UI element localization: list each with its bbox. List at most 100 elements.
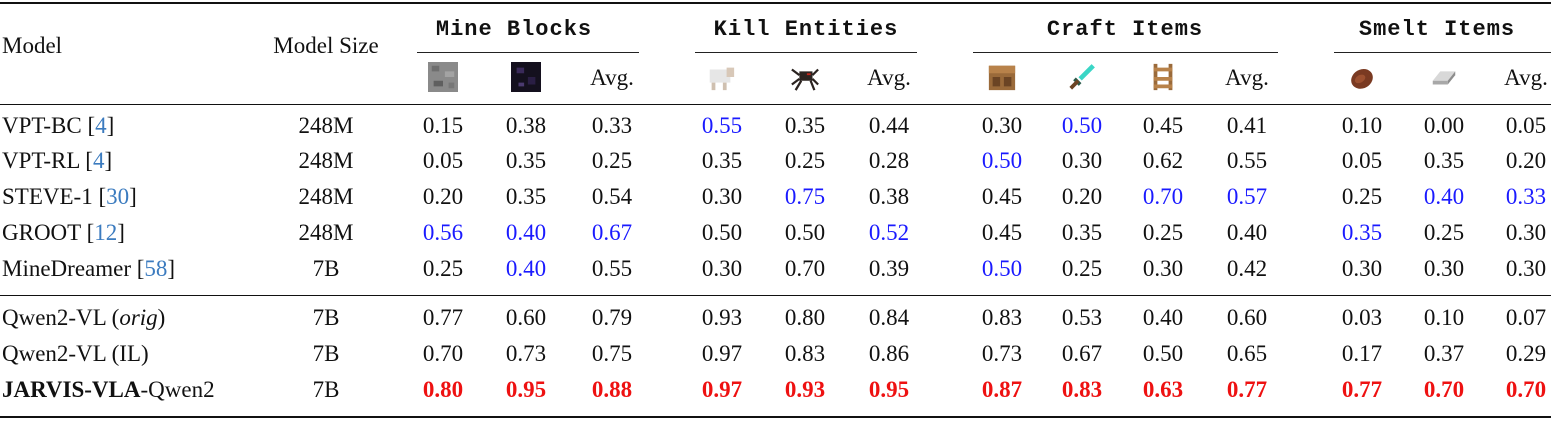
- score-cell: 0.62: [1142, 148, 1184, 173]
- score-cell: 0.50: [1142, 341, 1184, 366]
- citation-link[interactable]: 4: [95, 113, 107, 138]
- score-cell: 0.30: [1505, 256, 1547, 281]
- score-cell: 0.70: [1505, 377, 1547, 402]
- score-cell: 0.83: [784, 341, 826, 366]
- citation-link[interactable]: 30: [106, 184, 130, 209]
- score-cell: 0.07: [1505, 305, 1547, 330]
- model-size: 248M: [298, 220, 354, 245]
- score-cell: 0.60: [505, 305, 547, 330]
- score-cell: 0.35: [1061, 220, 1103, 245]
- score-cell: 0.35: [784, 113, 826, 138]
- score-cell: 0.56: [422, 220, 464, 245]
- score-cell: 0.35: [505, 148, 547, 173]
- citation-link[interactable]: 4: [92, 148, 105, 173]
- stone-block-icon: [428, 62, 458, 92]
- model-name: VPT-RL [4]: [2, 147, 112, 175]
- score-cell: 0.95: [505, 377, 547, 402]
- score-cell: 0.25: [1341, 184, 1383, 209]
- score-cell: 0.50: [1061, 113, 1103, 138]
- score-cell: 0.97: [701, 377, 743, 402]
- model-name-text: -Qwen2: [140, 377, 215, 402]
- score-cell: 0.25: [784, 148, 826, 173]
- score-cell: 0.30: [1061, 148, 1103, 173]
- model-name: GROOT [12]: [2, 219, 125, 247]
- model-name-text: Qwen2-VL (IL): [2, 341, 149, 366]
- group-rule-smelt: [1334, 52, 1551, 53]
- score-cell: 0.50: [981, 148, 1023, 173]
- score-cell: 0.30: [701, 256, 743, 281]
- score-cell: 0.52: [868, 220, 910, 245]
- score-cell: 0.70: [1423, 377, 1465, 402]
- avg-header-mine: Avg.: [590, 65, 634, 90]
- model-name: VPT-BC [4]: [2, 112, 114, 140]
- score-cell: 0.84: [868, 305, 910, 330]
- group-mine-blocks: Mine Blocks: [435, 17, 593, 42]
- score-cell: 0.40: [1142, 305, 1184, 330]
- group-rule-mine: [417, 52, 639, 53]
- model-size: 7B: [312, 341, 340, 366]
- score-cell: 0.25: [1142, 220, 1184, 245]
- score-cell: 0.15: [422, 113, 464, 138]
- model-name: Qwen2-VL (orig): [2, 304, 165, 332]
- model-size: 248M: [298, 113, 354, 138]
- diamond-sword-icon: [1069, 64, 1095, 90]
- citation-bracket: ]: [167, 256, 176, 281]
- score-cell: 0.40: [505, 220, 547, 245]
- citation-bracket: [: [136, 256, 145, 281]
- group-kill-entities: Kill Entities: [713, 17, 899, 42]
- score-cell: 0.75: [591, 341, 633, 366]
- score-cell: 0.25: [1061, 256, 1103, 281]
- model-name-tail: ): [157, 305, 166, 330]
- avg-header-kill: Avg.: [867, 65, 911, 90]
- group-rule-kill: [695, 52, 917, 53]
- score-cell: 0.35: [1423, 148, 1465, 173]
- score-cell: 0.45: [981, 184, 1023, 209]
- score-cell: 0.37: [1423, 341, 1465, 366]
- score-cell: 0.39: [868, 256, 910, 281]
- model-size: 7B: [312, 305, 340, 330]
- score-cell: 0.54: [591, 184, 633, 209]
- model-name-text: GROOT: [2, 220, 87, 245]
- header-model: Model: [2, 33, 63, 58]
- model-size: 248M: [298, 148, 354, 173]
- score-cell: 0.93: [784, 377, 826, 402]
- avg-header-craft: Avg.: [1225, 65, 1269, 90]
- score-cell: 0.35: [505, 184, 547, 209]
- citation-bracket: [: [86, 220, 95, 245]
- score-cell: 0.05: [1341, 148, 1383, 173]
- score-cell: 0.83: [981, 305, 1023, 330]
- score-cell: 0.67: [1061, 341, 1103, 366]
- model-name-text: VPT-RL: [2, 148, 86, 173]
- score-cell: 0.30: [1142, 256, 1184, 281]
- score-cell: 0.30: [981, 113, 1023, 138]
- model-name: MineDreamer [58]: [2, 255, 175, 283]
- score-cell: 0.33: [591, 113, 633, 138]
- citation-link[interactable]: 12: [94, 220, 118, 245]
- score-cell: 0.80: [784, 305, 826, 330]
- citation-link[interactable]: 58: [144, 256, 168, 281]
- score-cell: 0.05: [422, 148, 464, 173]
- score-cell: 0.41: [1226, 113, 1268, 138]
- model-size: 7B: [312, 377, 340, 402]
- mid-rule: [0, 295, 1551, 296]
- score-cell: 0.30: [1341, 256, 1383, 281]
- bottom-rule: [0, 416, 1551, 418]
- header-model-size: Model Size: [273, 33, 379, 58]
- score-cell: 0.86: [868, 341, 910, 366]
- score-cell: 0.57: [1226, 184, 1268, 209]
- spider-icon: [791, 68, 819, 91]
- model-name-text: Qwen2-VL (: [2, 305, 120, 330]
- crafting-table-icon: [988, 65, 1016, 91]
- sheep-icon: [709, 67, 735, 91]
- score-cell: 0.25: [1423, 220, 1465, 245]
- score-cell: 0.17: [1341, 341, 1383, 366]
- score-cell: 0.80: [422, 377, 464, 402]
- score-cell: 0.60: [1226, 305, 1268, 330]
- score-cell: 0.20: [1505, 148, 1547, 173]
- score-cell: 0.44: [868, 113, 910, 138]
- score-cell: 0.25: [422, 256, 464, 281]
- score-cell: 0.20: [422, 184, 464, 209]
- score-cell: 0.00: [1423, 113, 1465, 138]
- citation-bracket: ]: [117, 220, 125, 245]
- score-cell: 0.45: [981, 220, 1023, 245]
